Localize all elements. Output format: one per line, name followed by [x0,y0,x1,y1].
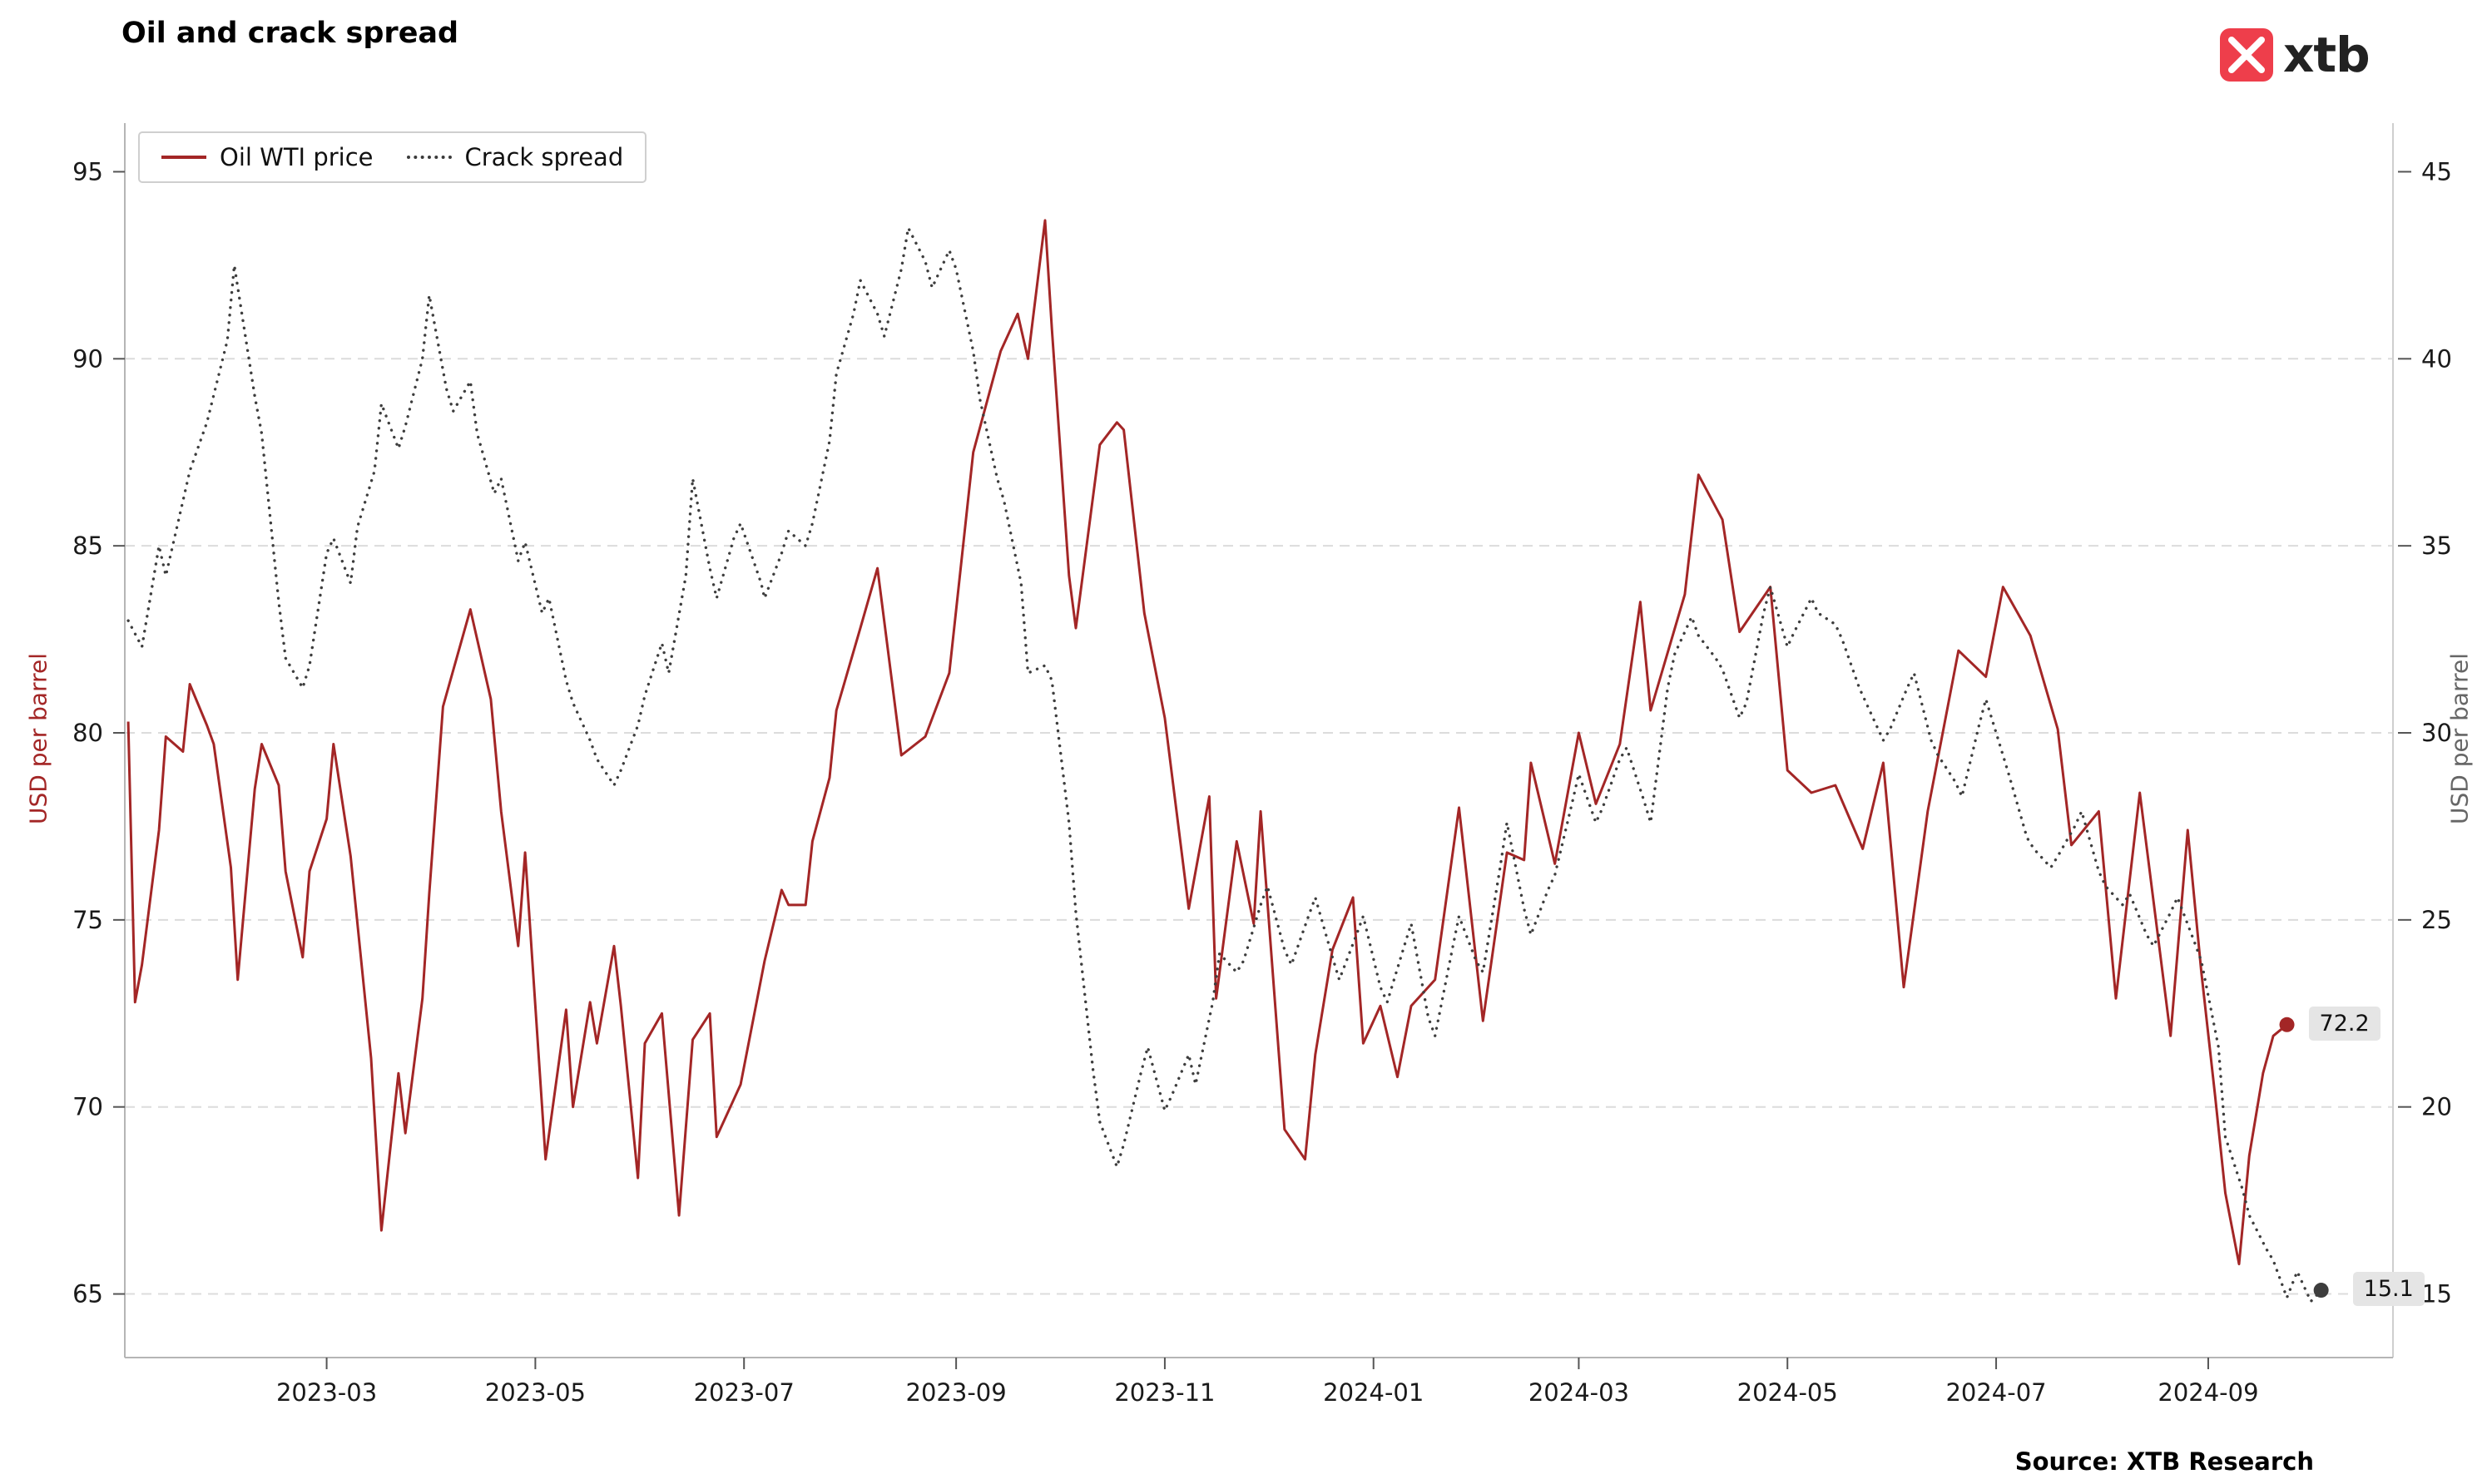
tick-label: 2023-03 [276,1378,377,1407]
xtb-logo-icon [2220,28,2273,82]
tick-label: 65 [72,1280,103,1308]
tick-label: 35 [2421,532,2452,560]
tick-label: 2023-07 [694,1378,795,1407]
tick-label: 95 [72,157,103,186]
tick-label: 15 [2421,1280,2452,1308]
source-text: Source: XTB Research [2014,1447,2314,1476]
tick-label: 30 [2421,719,2452,747]
tick-label: 2024-09 [2158,1378,2258,1407]
xtb-logo-text: xtb [2283,27,2371,83]
tick-label: 25 [2421,906,2452,934]
tick-label: 90 [72,344,103,373]
oil-end-value-label: 72.2 [2308,1006,2380,1041]
legend-label-crack: Crack spread [464,143,624,171]
oil-line-swatch [161,156,206,159]
legend-item-oil: Oil WTI price [161,143,374,171]
tick-label: 75 [72,906,103,934]
chart-title: Oil and crack spread [121,17,459,50]
tick-label: 45 [2421,157,2452,186]
legend-item-crack: Crack spread [406,143,624,171]
legend-label-oil: Oil WTI price [220,143,374,171]
tick-label: 2024-03 [1528,1378,1629,1407]
tick-label: 2023-05 [485,1378,586,1407]
crack-end-dot [2313,1283,2329,1298]
oil-end-dot [2279,1017,2295,1032]
tick-label: 2023-11 [1114,1378,1215,1407]
tick-label: 2024-05 [1737,1378,1838,1407]
tick-label: 2024-07 [1945,1378,2046,1407]
tick-label: 2023-09 [906,1378,1007,1407]
tick-label: 80 [72,719,103,747]
crack-line-swatch [406,156,452,159]
tick-label: 70 [72,1093,103,1121]
xtb-logo: xtb [2220,27,2371,83]
crack-line [126,226,2323,1303]
oil-line [126,219,2288,1266]
legend: Oil WTI price Crack spread [138,131,647,183]
tick-label: 2024-01 [1323,1378,1424,1407]
crack-end-value-label: 15.1 [2352,1272,2425,1307]
tick-label: 40 [2421,344,2452,373]
tick-label: 85 [72,532,103,560]
tick-label: 20 [2421,1093,2452,1121]
